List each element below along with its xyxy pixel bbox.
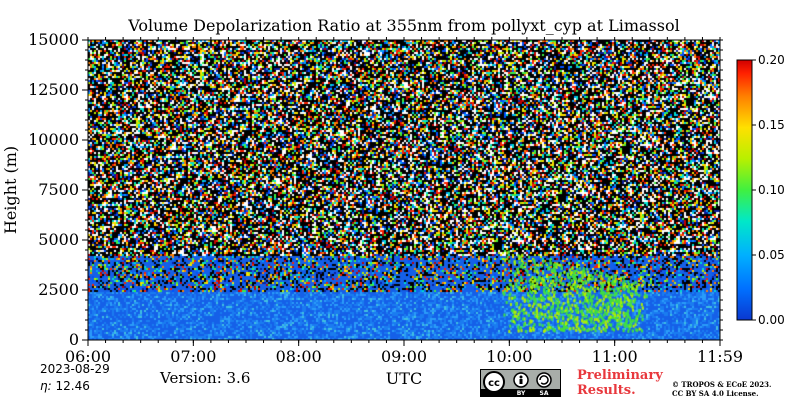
date-label: 2023-08-29: [40, 362, 110, 376]
x-tick-label: 11:59: [697, 347, 743, 366]
eta-readout: η: 12.46: [40, 379, 90, 393]
share-alike-icon: [536, 372, 552, 388]
x-axis: 06:00 07:00 08:00 09:00 10:00 11:00 11:59: [65, 37, 743, 366]
x-tick-label: 08:00: [276, 347, 322, 366]
x-tick-label: 06:00: [65, 347, 111, 366]
cc-license-badge: cc BY SA: [480, 369, 561, 397]
cc-sa-label: SA: [540, 390, 549, 396]
y-tick-label: 10000: [28, 130, 79, 149]
noise-layer: [88, 40, 720, 340]
colorbar-tick-label: 0.15: [758, 118, 785, 132]
plot-area: [87, 39, 721, 341]
y-tick-label: 0: [69, 330, 79, 349]
eta-value: 12.46: [55, 379, 90, 393]
x-tick-label: 11:00: [592, 347, 638, 366]
colorbar-gradient: [736, 59, 753, 321]
y-axis: 0 2500 5000 7500 10000 12500 15000: [28, 30, 723, 349]
colorbar-ticks: 0.00 0.05 0.10 0.15 0.20: [752, 53, 785, 327]
preliminary-line-2: Results.: [577, 383, 636, 398]
chart-title: Volume Depolarization Ratio at 355nm fro…: [128, 16, 680, 35]
x-tick-label: 10:00: [486, 347, 532, 366]
colorbar-tick-label: 0.10: [758, 183, 785, 197]
y-axis-label: Height (m): [1, 146, 20, 234]
y-tick-label: 15000: [28, 30, 79, 49]
y-tick-label: 5000: [38, 230, 79, 249]
x-tick-label: 09:00: [381, 347, 427, 366]
y-tick-label: 7500: [38, 180, 79, 199]
y-tick-label: 2500: [38, 280, 79, 299]
x-tick-label: 07:00: [170, 347, 216, 366]
x-axis-label: UTC: [386, 369, 422, 388]
eta-label: η:: [40, 379, 52, 393]
copyright-notice: © TROPOS & ECoE 2023. CC BY SA 4.0 Licen…: [672, 380, 771, 398]
preliminary-notice: Preliminary Results.: [577, 368, 663, 398]
version-label: Version: 3.6: [160, 369, 251, 387]
colorbar-tick-label: 0.20: [758, 53, 785, 67]
y-tick-label: 12500: [28, 80, 79, 99]
copyright-line-1: © TROPOS & ECoE 2023.: [672, 380, 772, 389]
colorbar: 0.00 0.05 0.10 0.15 0.20: [736, 53, 785, 327]
copyright-line-2: CC BY SA 4.0 License.: [672, 389, 759, 398]
cc-icon: [483, 371, 505, 393]
colorbar-tick-label: 0.00: [758, 313, 785, 327]
colorbar-tick-label: 0.05: [758, 248, 785, 262]
depolarization-heatmap: [88, 40, 720, 340]
svg-text:cc: cc: [488, 378, 500, 389]
preliminary-line-1: Preliminary: [577, 368, 663, 383]
cc-by-label: BY: [517, 390, 526, 396]
